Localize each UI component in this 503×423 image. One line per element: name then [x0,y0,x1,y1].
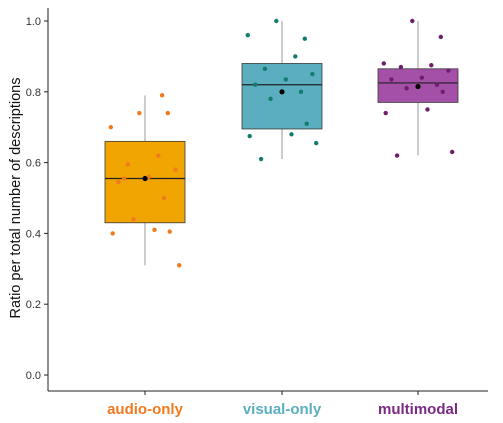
category-label: audio-only [107,401,183,418]
data-point [262,66,268,71]
data-point [314,140,319,146]
data-point [293,54,298,59]
data-point [116,179,121,185]
data-point [438,34,443,40]
data-point [167,229,172,234]
data-point [381,61,386,66]
data-point [110,231,115,236]
data-point [425,107,430,112]
y-axis-title: Ratio per total number of descriptions [8,78,24,319]
data-point [121,176,127,181]
data-point [177,263,182,268]
box-visual-only [241,63,323,130]
data-point [450,149,455,155]
data-point [419,75,424,80]
data-point [434,82,440,87]
data-point [429,63,434,68]
data-point [159,93,165,98]
data-point [298,89,304,95]
y-tick-label: 1.0 [26,16,41,28]
data-point [289,132,294,137]
data-point [440,89,445,95]
data-point [404,86,409,91]
data-point [245,32,250,38]
plot-area: 0.0 0.2 0.4 0.6 0.8 1.0 audio-only visual-only m… [26,8,488,418]
data-point [125,162,131,167]
data-point [398,64,404,70]
data-point [302,36,307,41]
data-point [253,82,258,87]
data-point [173,167,178,172]
data-point [152,227,157,233]
data-point [108,125,114,130]
mean-point [142,175,148,182]
data-point [258,156,264,162]
mean-point [279,89,285,95]
data-point [383,110,388,116]
data-point [137,110,142,116]
y-tick-label: 0.8 [26,87,41,99]
data-point [304,121,309,126]
data-point [394,153,400,158]
data-point [131,217,136,222]
data-point [274,18,279,24]
data-point [156,153,161,158]
data-point [389,77,394,82]
y-tick-label: 0.0 [26,370,41,382]
data-point [247,133,252,139]
y-tick-label: 0.6 [26,158,41,170]
y-tick-label: 0.2 [26,299,41,311]
data-point [146,174,151,179]
mean-point [415,83,421,90]
category-label: visual-only [243,401,322,418]
data-point [410,18,415,24]
data-point [283,77,288,82]
data-point [446,68,451,73]
data-point [161,195,167,201]
data-point [268,96,273,102]
y-tick-label: 0.4 [26,228,41,240]
data-point [165,110,170,116]
data-point [310,71,315,77]
category-label: multimodal [378,401,458,418]
